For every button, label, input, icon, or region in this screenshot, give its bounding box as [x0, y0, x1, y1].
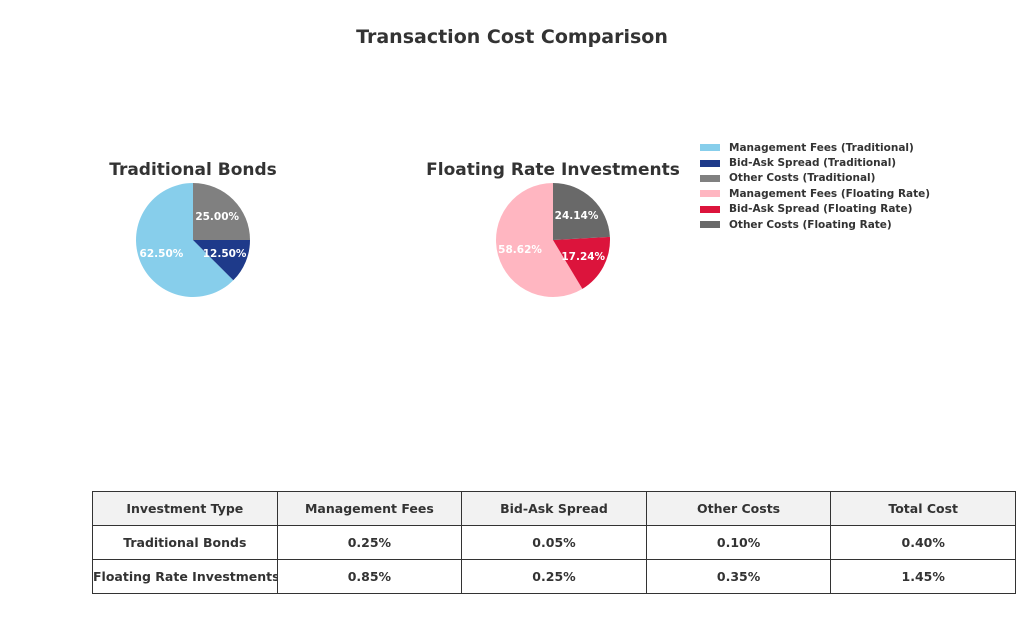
legend-swatch	[700, 174, 720, 182]
legend-label: Management Fees (Traditional)	[729, 141, 914, 154]
legend-item: Bid-Ask Spread (Floating Rate)	[700, 202, 930, 217]
table-cell: 0.10%	[645, 525, 832, 560]
table-header-cell: Investment Type	[92, 491, 278, 526]
chart-title: Transaction Cost Comparison	[356, 26, 668, 48]
legend-swatch	[700, 205, 720, 213]
pie-charts: Traditional Bonds 62.50% 12.50% 25.00% Float…	[109, 160, 680, 298]
pie-slice	[193, 183, 250, 240]
table-cell: 0.25%	[276, 525, 463, 560]
slice-percent-label: 17.24%	[561, 251, 605, 263]
table-cell: 0.85%	[276, 559, 463, 594]
legend-item: Other Costs (Floating Rate)	[700, 217, 930, 232]
cost-table: Investment Type Management Fees Bid-Ask …	[92, 491, 1016, 594]
legend-item: Other Costs (Traditional)	[700, 171, 930, 186]
legend-label: Other Costs (Traditional)	[729, 172, 876, 185]
table-header-row: Investment Type Management Fees Bid-Ask …	[92, 491, 1016, 526]
table-cell: 0.40%	[830, 525, 1016, 560]
table-header-cell: Total Cost	[830, 491, 1016, 526]
table-header-cell: Management Fees	[276, 491, 463, 526]
legend-swatch	[700, 159, 720, 167]
pie-slice	[553, 236, 611, 289]
legend-label: Bid-Ask Spread (Traditional)	[729, 157, 897, 170]
legend-label: Management Fees (Floating Rate)	[729, 187, 931, 200]
legend-item: Management Fees (Floating Rate)	[700, 186, 930, 201]
slice-percent-label: 62.50%	[140, 248, 184, 260]
table-cell: 0.35%	[645, 559, 832, 594]
table-header-cell: Other Costs	[645, 491, 832, 526]
pie-chart: Floating Rate Investments 58.62% 17.24% 24.…	[426, 160, 680, 298]
pie-title: Traditional Bonds	[109, 160, 277, 180]
legend-item: Bid-Ask Spread (Traditional)	[700, 155, 930, 170]
pie-slice	[496, 183, 583, 298]
pie-slice	[193, 240, 251, 281]
table-row: Traditional Bonds 0.25% 0.05% 0.10% 0.40…	[92, 525, 1016, 560]
slice-percent-label: 24.14%	[555, 210, 599, 222]
table-cell: 0.05%	[461, 525, 647, 560]
slice-percent-label: 12.50%	[203, 248, 247, 260]
legend-label: Other Costs (Floating Rate)	[729, 218, 892, 231]
slice-percent-label: 58.62%	[498, 244, 542, 256]
pie-title: Floating Rate Investments	[426, 160, 680, 180]
table-cell: 1.45%	[830, 559, 1016, 594]
legend-swatch	[700, 221, 720, 229]
table-cell: Floating Rate Investments	[92, 559, 278, 594]
table-header-cell: Bid-Ask Spread	[461, 491, 647, 526]
table-cell: 0.25%	[461, 559, 647, 594]
pie-slice	[553, 183, 610, 240]
slice-percent-label: 25.00%	[195, 211, 239, 223]
legend-swatch	[700, 144, 720, 152]
table-cell: Traditional Bonds	[92, 525, 278, 560]
legend-item: Management Fees (Traditional)	[700, 140, 930, 155]
pie-chart: Traditional Bonds 62.50% 12.50% 25.00%	[109, 160, 277, 297]
table-row: Floating Rate Investments 0.85% 0.25% 0.…	[92, 559, 1016, 594]
legend: Management Fees (Traditional) Bid-Ask Sp…	[700, 140, 930, 232]
legend-swatch	[700, 190, 720, 198]
legend-label: Bid-Ask Spread (Floating Rate)	[729, 203, 913, 216]
pie-slice	[136, 183, 234, 297]
